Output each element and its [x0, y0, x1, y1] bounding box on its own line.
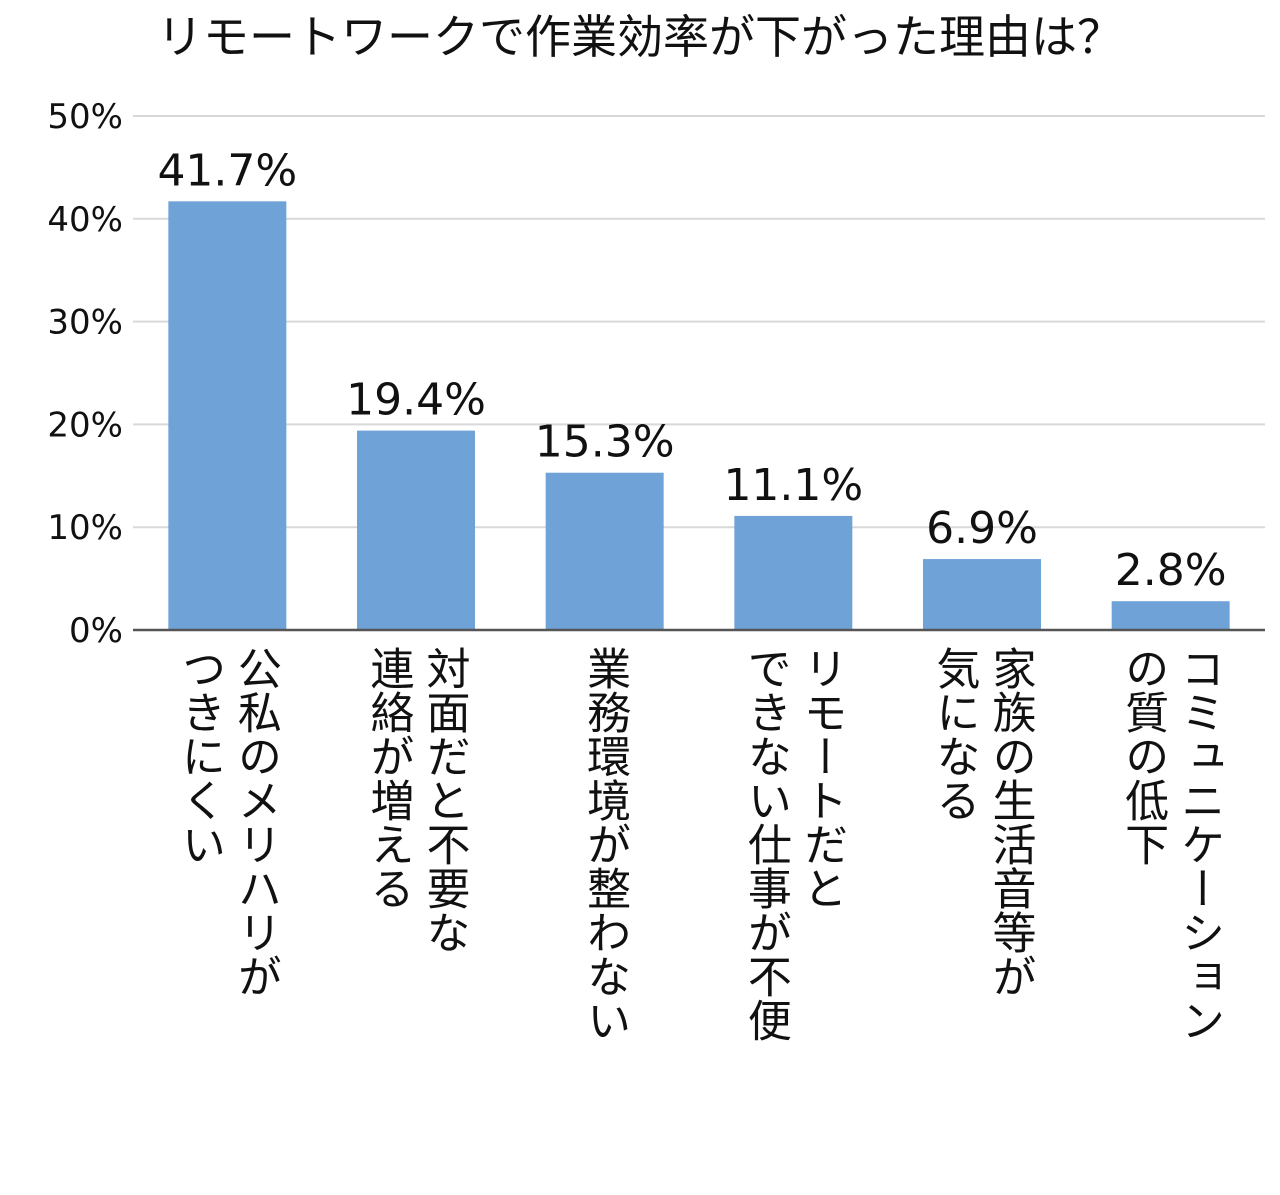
y-tick-label: 10% [47, 508, 123, 548]
category-label: 気になる [929, 646, 980, 822]
category-label: 公私のメリハリが [230, 646, 281, 998]
y-tick-label: 30% [47, 303, 123, 343]
bar [545, 472, 664, 630]
category-label: の質の低下 [1117, 646, 1169, 866]
category-label: 家族の生活音等が [985, 646, 1036, 998]
bar [923, 559, 1041, 630]
category-label: リモートだと [796, 646, 847, 910]
data-label: 19.4% [346, 375, 486, 426]
bar [168, 201, 287, 630]
data-label: 41.7% [157, 145, 297, 196]
bar [1111, 601, 1230, 630]
data-label: 2.8% [1115, 545, 1227, 596]
y-tick-label: 20% [47, 405, 123, 445]
category-label: 連絡が増える [363, 646, 414, 910]
bar [734, 515, 853, 630]
y-tick-label: 0% [69, 611, 123, 651]
y-tick-label: 50% [47, 97, 123, 137]
data-label: 15.3% [535, 417, 675, 468]
y-tick-label: 40% [47, 200, 123, 240]
category-label: 対面だと不要な [419, 646, 470, 954]
category-label: できない仕事が不便 [740, 646, 791, 1042]
chart-title: リモートワークで作業効率が下がった理由は？ [157, 10, 1123, 64]
category-label: コミュニケーション [1173, 646, 1224, 1042]
data-label: 6.9% [926, 503, 1038, 554]
category-label: 業務環境が整わない [579, 646, 630, 1042]
data-label: 11.1% [723, 460, 863, 511]
category-label: つきにくい [174, 646, 225, 866]
bar [357, 430, 475, 630]
